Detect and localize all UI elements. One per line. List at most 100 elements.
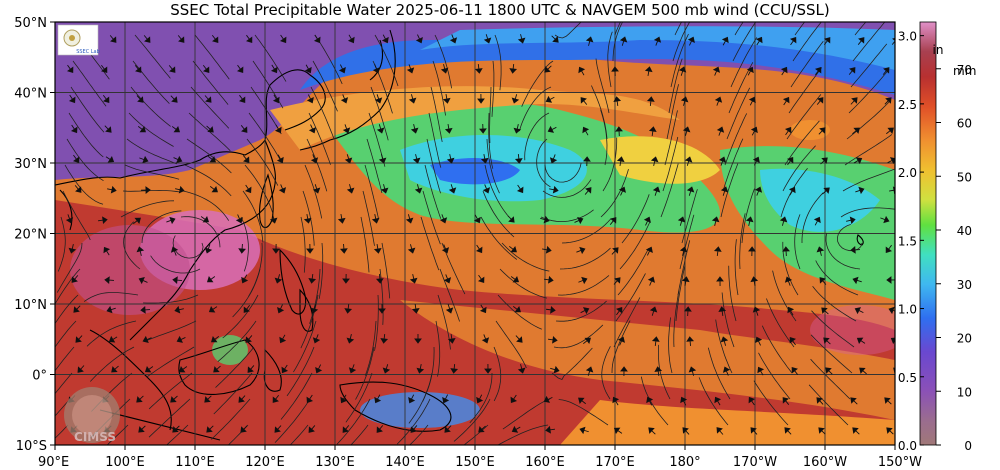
wind-arrow [75, 335, 83, 343]
streamline [658, 344, 671, 400]
streamline [730, 37, 758, 88]
wind-arrow [513, 124, 522, 134]
streamline [370, 86, 389, 141]
wind-arrow [315, 364, 323, 374]
wind-arrow [613, 427, 623, 435]
streamline [360, 216, 370, 273]
wind-arrow [477, 93, 485, 104]
colorbar-mm-unit: mm [953, 64, 976, 78]
streamline [439, 268, 460, 322]
wind-arrow [886, 427, 894, 435]
wind-arrow [306, 243, 314, 254]
streamline [758, 352, 791, 400]
wind-arrow [342, 124, 351, 134]
streamline [600, 168, 629, 218]
wind-arrow [823, 337, 831, 345]
wind-arrow [208, 305, 218, 313]
streamline [486, 138, 500, 194]
wind-streamlines [55, 22, 895, 445]
wind-arrow [210, 336, 220, 343]
streamline [306, 138, 328, 192]
wind-arrow [103, 246, 111, 256]
wind-arrow [439, 214, 448, 224]
wind-arrow [344, 303, 353, 314]
wind-arrow [650, 156, 659, 166]
streamline [681, 189, 698, 244]
wind-arrow [104, 276, 115, 285]
streamline [782, 145, 816, 192]
wind-arrow [68, 244, 77, 254]
wind-arrow [168, 65, 176, 73]
streamline [846, 101, 890, 140]
wind-arrow [207, 156, 216, 163]
streamline [495, 320, 527, 369]
lon-label: 150°W [878, 455, 922, 470]
streamline [621, 194, 650, 244]
wind-arrow [880, 215, 890, 224]
lon-label: 170°E [595, 455, 635, 470]
wind-arrow [718, 306, 727, 317]
streamline [430, 86, 443, 142]
colorbar-inch-tick: 1.5 [898, 234, 917, 248]
wind-arrow [406, 64, 415, 74]
streamline [614, 22, 621, 36]
streamline [166, 424, 189, 445]
streamline [56, 242, 83, 293]
wind-arrow [686, 336, 695, 347]
wind-arrow [782, 246, 790, 257]
wind-arrow [854, 307, 864, 315]
streamline [122, 189, 179, 193]
wind-arrow [819, 277, 827, 285]
streamline [484, 164, 509, 216]
wind-arrow [718, 156, 727, 166]
lat-label: 10°S [16, 439, 47, 454]
wind-arrow [278, 184, 287, 194]
wind-arrow [312, 334, 321, 344]
wind-arrow [545, 95, 555, 103]
streamline [364, 164, 379, 220]
lon-label: 160°E [525, 455, 565, 470]
colorbar-scale [919, 21, 937, 446]
colorbar-mm-tick: 60 [957, 117, 972, 131]
wind-arrow [443, 274, 452, 284]
streamline [242, 190, 264, 243]
coastlines [55, 29, 864, 441]
streamline [540, 209, 594, 222]
wind-arrow [510, 275, 520, 283]
wind-arrow [270, 64, 278, 74]
wind-arrow [722, 366, 731, 376]
wind-arrow [549, 154, 558, 164]
wind-arrow [782, 96, 790, 106]
wind-arrow [516, 184, 524, 194]
streamline [314, 34, 343, 85]
wind-arrow [204, 395, 212, 403]
wind-arrow [752, 156, 760, 166]
wind-arrow [339, 243, 348, 254]
streamline [666, 84, 679, 140]
wind-arrow [514, 153, 523, 164]
lat-label: 0° [32, 369, 47, 384]
wind-arrow [885, 244, 892, 254]
wind-arrow [242, 155, 250, 163]
streamline [741, 188, 755, 244]
streamline [794, 214, 801, 270]
streamline [715, 319, 733, 374]
wind-arrow [784, 126, 792, 136]
wind-arrow [107, 185, 117, 194]
wind-arrow [649, 306, 658, 316]
wind-arrow [711, 216, 720, 226]
wind-arrow [245, 335, 253, 343]
wind-arrow [238, 243, 246, 254]
wind-arrow [136, 395, 144, 403]
wind-arrow [66, 64, 74, 74]
lat-label: 10°N [14, 298, 47, 313]
wind-arrow [480, 154, 489, 164]
wind-arrow [613, 277, 621, 285]
wind-arrow [68, 94, 76, 104]
wind-arrow [580, 97, 588, 105]
streamline [728, 62, 754, 114]
streamline [480, 216, 518, 260]
wind-arrow [411, 303, 420, 314]
wind-arrow [478, 425, 486, 433]
